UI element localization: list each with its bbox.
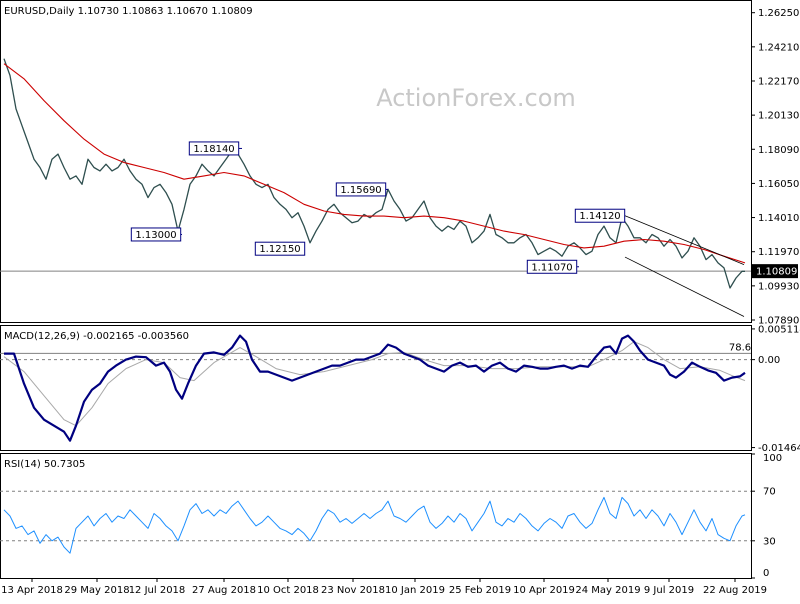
xtick-label: 23 Nov 2018 [321,585,385,596]
main-ytick-label: 1.20130 [758,111,799,122]
rsi-ytick-label: 30 [763,536,776,547]
annotation-label: 1.15690 [340,185,381,196]
macd-panel-frame [0,325,752,451]
annotation-box [254,241,306,256]
main-ytick-label: 1.11970 [758,247,799,258]
main-ytick-label: 1.09930 [758,281,799,292]
xtick-label: 13 Apr 2018 [1,585,63,596]
main-ytick-label: 1.16050 [758,179,799,190]
main-ytick-label: 1.18090 [758,145,799,156]
watermark: ActionForex.com [376,84,576,112]
price-annotation: 1.15690 [335,182,388,197]
macd-signal-line [3,341,746,427]
macd-ytick-label: 0.00 [758,355,780,366]
last-price-tag-label: 1.10809 [756,267,797,278]
annotation-label: 1.11070 [531,262,572,273]
xtick-label: 10 Jan 2019 [385,585,445,596]
annotation-box [188,141,240,156]
annotation-label: 1.12150 [259,244,300,255]
main-ytick-label: 1.24210 [758,42,799,53]
price-annotation: 1.11070 [526,259,579,274]
xtick-label: 22 Aug 2019 [703,585,767,596]
last-price-tag-bg [752,264,798,279]
xtick-label: 24 May 2019 [575,585,640,596]
rsi-ytick-label: 70 [763,487,776,498]
rsi-ytick-label: 100 [763,453,782,464]
macd-ytick-label: 0.005114 [758,324,800,335]
channel-upper-line [624,215,745,265]
fib-label: 78.6 [729,342,751,353]
main-panel-header: EURUSD,Daily 1.10730 1.10863 1.10670 1.1… [4,6,253,17]
xtick-label: 10 Apr 2019 [513,585,575,596]
price-annotation: 1.14120 [574,208,626,223]
xtick-label: 10 Oct 2018 [257,585,319,596]
macd-line [4,334,746,442]
xtick-label: 27 Aug 2018 [192,585,256,596]
macd-ytick-label: -0.014647 [758,443,800,454]
main-ytick-label: 1.22170 [758,76,799,87]
annotation-box [574,208,626,223]
last-price-tag: 1.10809 [752,264,798,279]
annotation-box [335,182,387,197]
price-series-line [3,58,745,289]
xtick-label: 12 Jul 2018 [129,585,186,596]
price-annotation: 1.18140 [188,141,242,156]
rsi-ytick-label: 0 [763,568,769,579]
price-annotation: 1.13000 [130,227,182,242]
annotation-label: 1.13000 [135,230,176,241]
main-ytick-label: 1.14010 [758,213,799,224]
xtick-label: 29 May 2018 [64,585,129,596]
annotation-box [526,259,578,274]
channel-lower-line [624,256,745,317]
main-panel-frame [0,0,752,323]
xtick-label: 25 Feb 2019 [449,585,511,596]
rsi-panel-title: RSI(14) 50.7305 [4,459,85,470]
moving-average-line [3,63,746,264]
main-ytick-label: 1.07890 [758,316,799,327]
annotation-box [130,227,182,242]
main-ytick-label: 1.26250 [758,8,799,19]
rsi-line [3,496,746,554]
price-annotation: 1.12150 [254,241,306,256]
macd-panel-title: MACD(12,26,9) -0.002165 -0.003560 [4,331,189,342]
rsi-panel-frame [0,453,752,579]
annotation-label: 1.14120 [579,211,620,222]
xtick-label: 9 Jul 2019 [644,585,694,596]
annotation-label: 1.18140 [193,144,234,155]
